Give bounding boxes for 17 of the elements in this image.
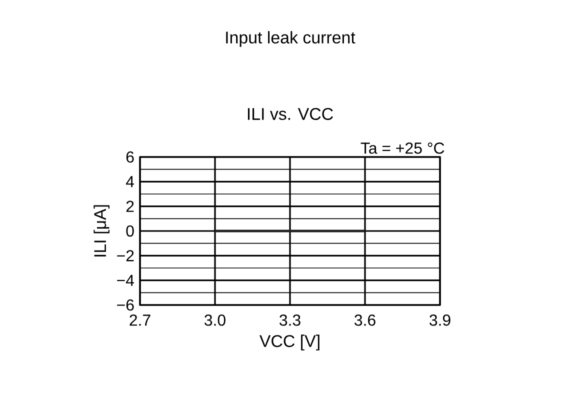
y-tick-label: −4 bbox=[117, 274, 134, 286]
x-tick-label: 3.6 bbox=[354, 314, 376, 326]
x-axis-title: VCC [V] bbox=[259, 334, 320, 350]
x-tick-label: 2.7 bbox=[130, 314, 150, 326]
y-tick-label: 2 bbox=[126, 200, 134, 212]
x-tick-label: 3.9 bbox=[430, 314, 450, 326]
chart-title: Input leak current bbox=[226, 31, 356, 47]
y-tick-label: 4 bbox=[126, 176, 134, 188]
x-tick-label: 3.0 bbox=[204, 314, 226, 326]
y-axis-title: ILI [μA] bbox=[94, 205, 110, 256]
y-tick-label: −6 bbox=[117, 299, 134, 311]
text: Ta = +25 °C bbox=[360, 142, 444, 154]
y-tick-label: 6 bbox=[126, 151, 134, 163]
y-tick-label: −2 bbox=[117, 250, 134, 262]
x-tick-label: 3.3 bbox=[280, 314, 300, 326]
chart-subtitle: ILI vs. VCC bbox=[248, 108, 333, 120]
y-tick-label: 0 bbox=[126, 225, 134, 237]
